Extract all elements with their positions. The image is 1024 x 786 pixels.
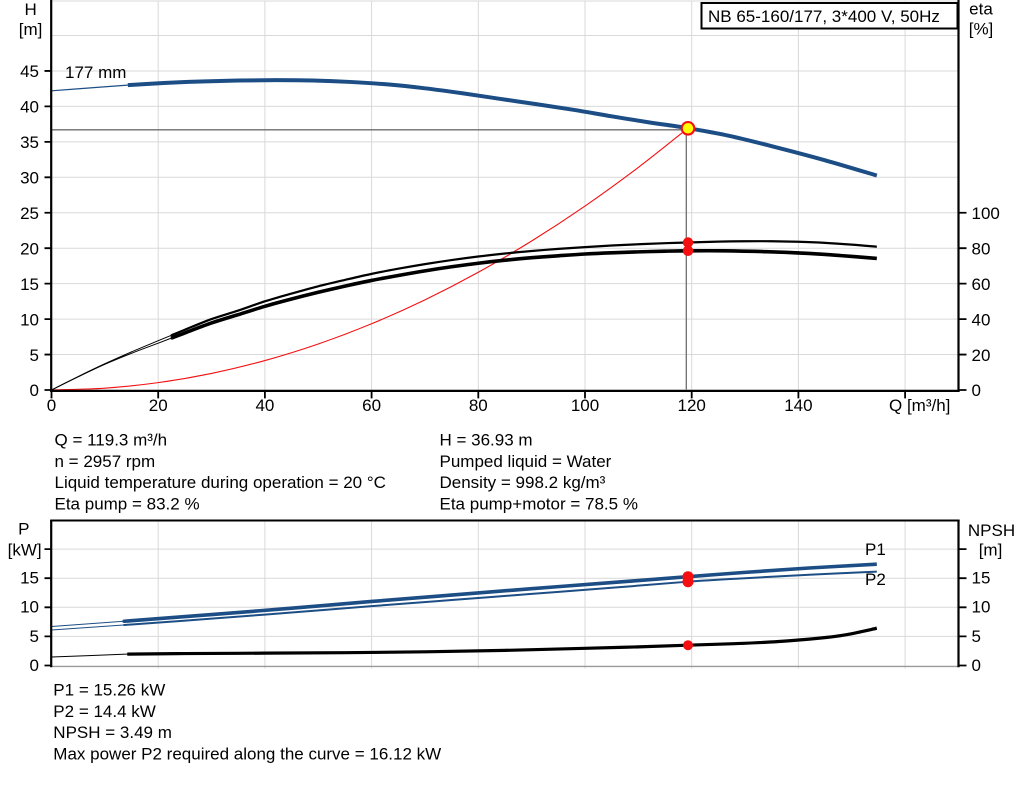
svg-text:20: 20 <box>20 239 39 258</box>
svg-text:40: 40 <box>255 396 274 415</box>
svg-text:Pumped liquid = Water: Pumped liquid = Water <box>440 452 612 471</box>
svg-text:10: 10 <box>972 598 991 617</box>
svg-text:80: 80 <box>469 396 488 415</box>
svg-text:177 mm: 177 mm <box>65 63 126 82</box>
svg-text:20: 20 <box>149 396 168 415</box>
svg-text:10: 10 <box>20 598 39 617</box>
svg-text:0: 0 <box>30 381 39 400</box>
svg-text:30: 30 <box>20 169 39 188</box>
svg-text:120: 120 <box>678 396 706 415</box>
svg-text:100: 100 <box>571 396 599 415</box>
svg-text:eta: eta <box>969 0 993 19</box>
svg-text:Liquid temperature during oper: Liquid temperature during operation = 20… <box>55 473 386 492</box>
svg-text:[m]: [m] <box>979 541 1003 560</box>
svg-text:80: 80 <box>972 239 991 258</box>
svg-text:15: 15 <box>972 569 991 588</box>
svg-text:Density = 998.2 kg/m³: Density = 998.2 kg/m³ <box>440 473 606 492</box>
svg-text:40: 40 <box>20 98 39 117</box>
svg-text:P2 = 14.4 kW: P2 = 14.4 kW <box>53 702 156 721</box>
svg-text:0: 0 <box>47 396 56 415</box>
svg-text:[m]: [m] <box>19 20 43 39</box>
svg-text:20: 20 <box>972 346 991 365</box>
svg-text:35: 35 <box>20 133 39 152</box>
svg-text:P1 = 15.26 kW: P1 = 15.26 kW <box>53 681 165 700</box>
svg-text:Q = 119.3 m³/h: Q = 119.3 m³/h <box>55 431 168 450</box>
svg-text:0: 0 <box>972 381 981 400</box>
svg-text:60: 60 <box>362 396 381 415</box>
svg-text:NB 65-160/177, 3*400 V, 50Hz: NB 65-160/177, 3*400 V, 50Hz <box>708 7 940 26</box>
svg-text:0: 0 <box>30 656 39 675</box>
svg-text:140: 140 <box>784 396 812 415</box>
svg-text:P1: P1 <box>865 540 886 559</box>
svg-text:H = 36.93 m: H = 36.93 m <box>440 431 533 450</box>
svg-text:H: H <box>24 0 36 19</box>
svg-text:NPSH: NPSH <box>968 521 1015 540</box>
svg-text:[kW]: [kW] <box>8 540 42 559</box>
svg-text:0: 0 <box>972 656 981 675</box>
svg-text:100: 100 <box>972 204 1000 223</box>
svg-text:P2: P2 <box>865 570 886 589</box>
svg-text:5: 5 <box>972 627 981 646</box>
svg-text:5: 5 <box>30 346 39 365</box>
svg-text:25: 25 <box>20 204 39 223</box>
svg-text:Q [m³/h]: Q [m³/h] <box>889 396 950 415</box>
svg-text:40: 40 <box>972 310 991 329</box>
svg-text:60: 60 <box>972 275 991 294</box>
svg-text:Eta pump = 83.2 %: Eta pump = 83.2 % <box>55 495 200 514</box>
svg-text:15: 15 <box>20 275 39 294</box>
svg-text:5: 5 <box>30 627 39 646</box>
svg-text:15: 15 <box>20 569 39 588</box>
svg-text:10: 10 <box>20 310 39 329</box>
svg-text:NPSH = 3.49 m: NPSH = 3.49 m <box>53 723 172 742</box>
svg-text:Eta pump+motor = 78.5 %: Eta pump+motor = 78.5 % <box>440 495 638 514</box>
svg-text:45: 45 <box>20 62 39 81</box>
svg-text:[%]: [%] <box>969 20 994 39</box>
svg-text:P: P <box>18 520 29 539</box>
svg-text:Max power P2 required along th: Max power P2 required along the curve = … <box>53 744 441 763</box>
svg-text:n = 2957 rpm: n = 2957 rpm <box>55 452 156 471</box>
